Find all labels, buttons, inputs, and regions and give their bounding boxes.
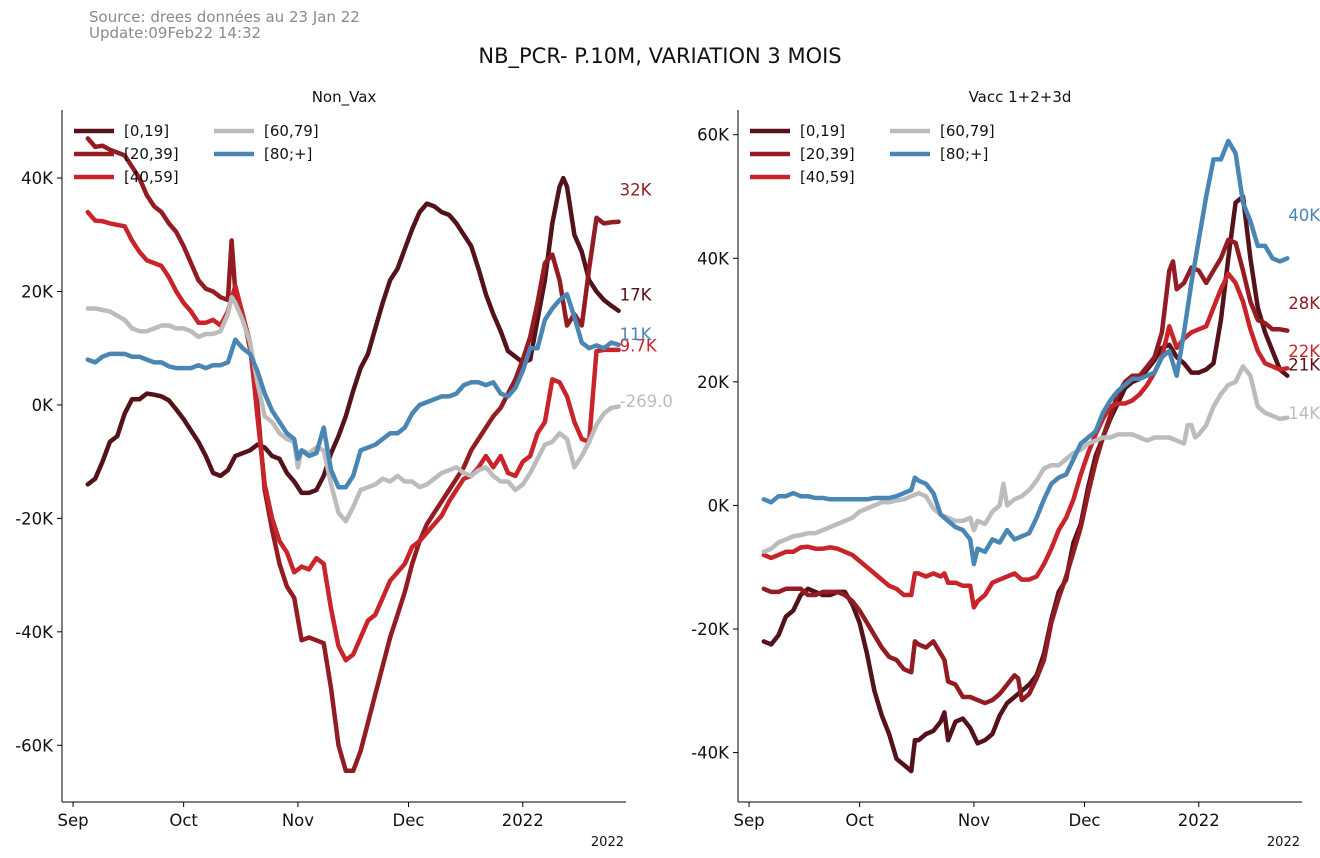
legend-label-40-59: [40,59] bbox=[800, 168, 855, 186]
series-line-60-79 bbox=[85, 294, 621, 524]
legend: [0,19] [20,39] [40,59] [60,79] [80;+] bbox=[74, 122, 319, 186]
end-label-40-59: 9.7K bbox=[620, 336, 658, 355]
series-line-60-79 bbox=[761, 364, 1290, 555]
x-tick-label: Oct bbox=[845, 811, 874, 830]
panel-title: Vacc 1+2+3d bbox=[969, 88, 1072, 106]
y-tick-label: -60K bbox=[15, 736, 54, 755]
legend-label-0-19: [0,19] bbox=[124, 122, 169, 140]
x-tick-label: Dec bbox=[393, 811, 425, 830]
x-tick-label: Oct bbox=[169, 811, 198, 830]
x-tick-label: Nov bbox=[282, 811, 314, 830]
y-tick-label: 20K bbox=[21, 283, 54, 302]
series-line-80 bbox=[761, 138, 1290, 567]
x-tick-label: 2022 bbox=[1178, 811, 1220, 830]
figure-title: NB_PCR- P.10M, VARIATION 3 MOIS bbox=[478, 44, 842, 68]
series-line-40-59 bbox=[761, 271, 1290, 610]
update-line: Update:09Feb22 14:32 bbox=[89, 24, 262, 42]
end-label-20-39: 32K bbox=[620, 180, 653, 199]
end-label-20-39: 28K bbox=[1288, 294, 1320, 313]
end-label-80: 40K bbox=[1288, 206, 1320, 225]
x-tick-label: Sep bbox=[58, 811, 89, 830]
x-tick-label: Sep bbox=[734, 811, 765, 830]
end-label-60-79: 14K bbox=[1288, 404, 1320, 423]
y-tick-label: 40K bbox=[21, 169, 54, 188]
legend-label-0-19: [0,19] bbox=[800, 122, 845, 140]
series-line-20-39 bbox=[85, 136, 621, 774]
end-label-40-59: 22K bbox=[1288, 342, 1320, 361]
series-line-0-19 bbox=[761, 194, 1290, 774]
series-line-20-39 bbox=[761, 237, 1290, 706]
x-tick-label: Nov bbox=[958, 811, 990, 830]
x-axis-year-note: 2022 bbox=[1267, 835, 1300, 850]
legend-label-60-79: [60,79] bbox=[940, 122, 995, 140]
series-line-0-19 bbox=[85, 175, 621, 496]
source-note: Source: drees données au 23 Jan 22 Updat… bbox=[89, 9, 360, 41]
chart-panel-1: Non_Vax -60K -40K -20K 0K 20K 40K Sep Oct Nov Dec 2… bbox=[15, 88, 673, 850]
y-tick-label: 0K bbox=[708, 496, 730, 515]
y-tick-label: -40K bbox=[691, 744, 730, 763]
legend-label-80: [80;+] bbox=[940, 145, 988, 163]
legend-label-20-39: [20,39] bbox=[124, 145, 179, 163]
end-label-80: 11K bbox=[620, 325, 653, 344]
y-tick-label: 20K bbox=[697, 373, 730, 392]
x-tick-label: Dec bbox=[1069, 811, 1101, 830]
x-axis-year-note: 2022 bbox=[591, 835, 624, 850]
end-label-60-79: -269.0 bbox=[620, 392, 673, 411]
series-line-80 bbox=[85, 292, 621, 490]
y-tick-label: 40K bbox=[697, 249, 730, 268]
y-tick-label: 60K bbox=[697, 126, 730, 145]
chart-panel-2: Vacc 1+2+3d -40K -20K 0K 20K 40K 60K Sep Oct Nov D… bbox=[691, 88, 1320, 850]
series-line-40-59 bbox=[85, 209, 621, 663]
legend-label-20-39: [20,39] bbox=[800, 145, 855, 163]
y-tick-label: -20K bbox=[15, 509, 54, 528]
y-tick-label: -20K bbox=[691, 620, 730, 639]
legend-label-80: [80;+] bbox=[264, 145, 312, 163]
legend-label-60-79: [60,79] bbox=[264, 122, 319, 140]
y-tick-label: 0K bbox=[32, 396, 54, 415]
end-label-0-19: 17K bbox=[620, 285, 653, 304]
legend: [0,19] [20,39] [40,59] [60,79] [80;+] bbox=[750, 122, 995, 186]
legend-label-40-59: [40,59] bbox=[124, 168, 179, 186]
end-label-0-19: 21K bbox=[1288, 356, 1320, 375]
source-line: Source: drees données au 23 Jan 22 bbox=[89, 8, 360, 26]
x-tick-label: 2022 bbox=[502, 811, 544, 830]
y-tick-label: -40K bbox=[15, 623, 54, 642]
panel-title: Non_Vax bbox=[312, 88, 377, 107]
